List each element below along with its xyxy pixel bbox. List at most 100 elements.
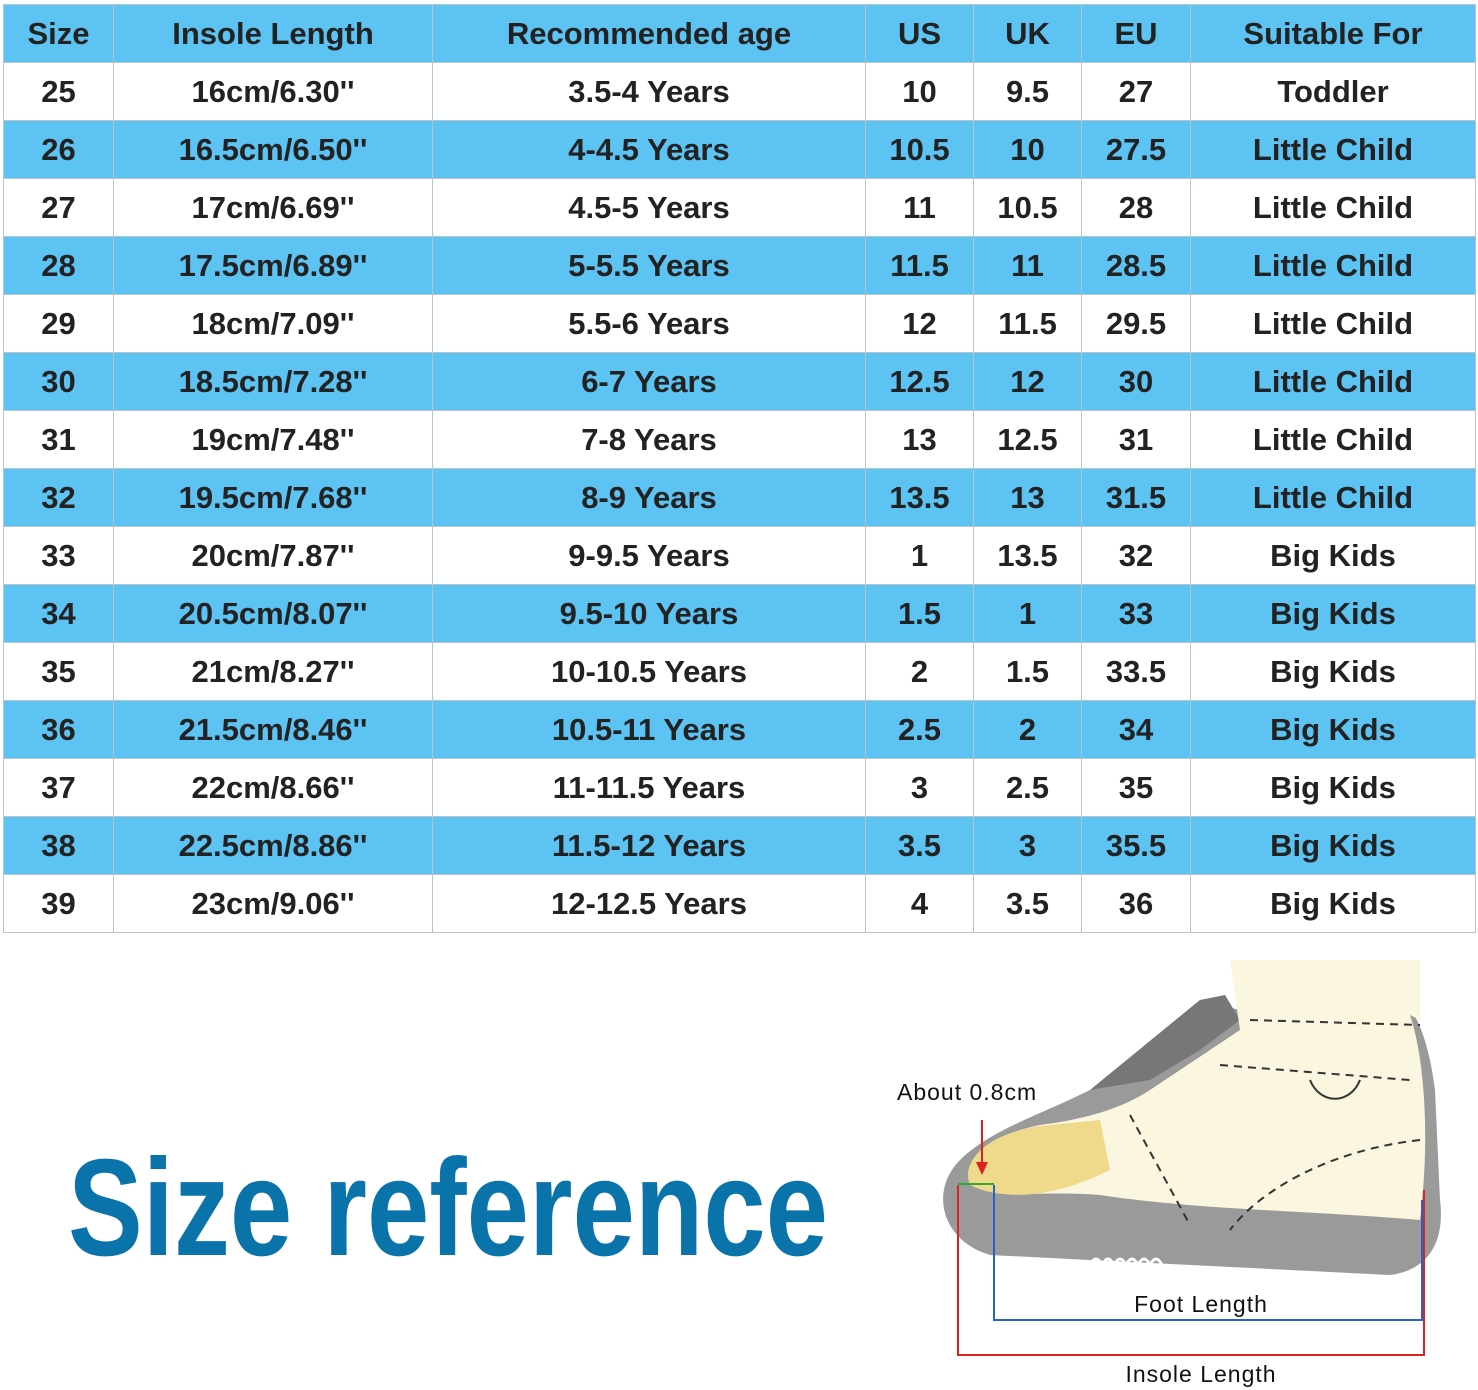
cell: 10-10.5 Years	[432, 642, 866, 701]
tread	[1088, 1257, 1164, 1269]
table-row: 28 17.5cm/6.89'' 5-5.5 Years 11.5 11 28.5 Litt…	[3, 236, 1476, 295]
cell: 1.5	[865, 584, 974, 643]
cell: 29.5	[1081, 294, 1191, 353]
dashed-lines	[1129, 1019, 1421, 1231]
insole-toe	[968, 1120, 1110, 1195]
cell: 2	[973, 700, 1082, 759]
cell: 33	[3, 526, 114, 585]
cell: 38	[3, 816, 114, 875]
table-row: 31 19cm/7.48'' 7-8 Years 13 12.5 31 Little Chi…	[3, 410, 1476, 469]
table-row: 33 20cm/7.87'' 9-9.5 Years 1 13.5 32 Big Kids	[3, 526, 1476, 585]
cell: 21cm/8.27''	[113, 642, 433, 701]
header-cell: Suitable For	[1190, 4, 1476, 63]
cell: 28	[1081, 178, 1191, 237]
cell: 35	[1081, 758, 1191, 817]
cell: 27	[1081, 62, 1191, 121]
insole-length-line	[957, 1185, 1425, 1356]
cell: Big Kids	[1190, 642, 1476, 701]
toe-gap-label: About 0.8cm	[897, 1079, 1037, 1105]
cell: Little Child	[1190, 352, 1476, 411]
cell: 6-7 Years	[432, 352, 866, 411]
cell: 32	[3, 468, 114, 527]
cell: 11.5	[973, 294, 1082, 353]
cell: 2.5	[865, 700, 974, 759]
cell: 16.5cm/6.50''	[113, 120, 433, 179]
table-row: 29 18cm/7.09'' 5.5-6 Years 12 11.5 29.5 Little…	[3, 294, 1476, 353]
cell: 13.5	[973, 526, 1082, 585]
cell: 12	[865, 294, 974, 353]
cell: 4-4.5 Years	[432, 120, 866, 179]
cell: 2.5	[973, 758, 1082, 817]
header-cell: US	[865, 4, 974, 63]
cell: Big Kids	[1190, 700, 1476, 759]
table-row: 32 19.5cm/7.68'' 8-9 Years 13.5 13 31.5 Little…	[3, 468, 1476, 527]
cell: 18.5cm/7.28''	[113, 352, 433, 411]
header-cell: EU	[1081, 4, 1191, 63]
title: Size reference	[68, 1131, 828, 1285]
cell: 10	[865, 62, 974, 121]
cell: 33.5	[1081, 642, 1191, 701]
foot-length-label: Foot Length	[1134, 1291, 1268, 1317]
cell: Little Child	[1190, 410, 1476, 469]
cell: 13	[865, 410, 974, 469]
cell: 28.5	[1081, 236, 1191, 295]
table-row: 37 22cm/8.66'' 11-11.5 Years 3 2.5 35 Big Kids	[3, 758, 1476, 817]
cell: 3	[973, 816, 1082, 875]
cell: 9.5	[973, 62, 1082, 121]
cell: 26	[3, 120, 114, 179]
cell: 12	[973, 352, 1082, 411]
shoe-strap	[1090, 995, 1240, 1090]
cell: Little Child	[1190, 120, 1476, 179]
cell: 1	[865, 526, 974, 585]
cell: 17cm/6.69''	[113, 178, 433, 237]
cell: 11.5-12 Years	[432, 816, 866, 875]
cell: 35.5	[1081, 816, 1191, 875]
cell: 12.5	[865, 352, 974, 411]
cell: 11	[973, 236, 1082, 295]
cell: Little Child	[1190, 178, 1476, 237]
cell: 13	[973, 468, 1082, 527]
cell: 27	[3, 178, 114, 237]
cell: 4.5-5 Years	[432, 178, 866, 237]
cell: 10.5	[973, 178, 1082, 237]
cell: 31	[1081, 410, 1191, 469]
cell: 3.5-4 Years	[432, 62, 866, 121]
cell: Big Kids	[1190, 816, 1476, 875]
cell: 5.5-6 Years	[432, 294, 866, 353]
foot-length-line	[993, 1185, 1423, 1321]
cell: 31.5	[1081, 468, 1191, 527]
cell: 11	[865, 178, 974, 237]
cell: 20.5cm/8.07''	[113, 584, 433, 643]
cell: 10.5-11 Years	[432, 700, 866, 759]
header-cell: UK	[973, 4, 1082, 63]
cell: 7-8 Years	[432, 410, 866, 469]
cell: 20cm/7.87''	[113, 526, 433, 585]
cell: 19cm/7.48''	[113, 410, 433, 469]
cell: 27.5	[1081, 120, 1191, 179]
cell: 12-12.5 Years	[432, 874, 866, 933]
cell: 22cm/8.66''	[113, 758, 433, 817]
cell: Toddler	[1190, 62, 1476, 121]
cell: Big Kids	[1190, 758, 1476, 817]
cell: 1	[973, 584, 1082, 643]
cell: 12.5	[973, 410, 1082, 469]
table-row: 34 20.5cm/8.07'' 9.5-10 Years 1.5 1 33 Big Kid…	[3, 584, 1476, 643]
cell: 34	[3, 584, 114, 643]
cell: 10.5	[865, 120, 974, 179]
cell: 35	[3, 642, 114, 701]
cell: 2	[865, 642, 974, 701]
cell: 19.5cm/7.68''	[113, 468, 433, 527]
table-row: 25 16cm/6.30'' 3.5-4 Years 10 9.5 27 Toddler	[3, 62, 1476, 121]
cell: Big Kids	[1190, 526, 1476, 585]
cell: 17.5cm/6.89''	[113, 236, 433, 295]
cell: 22.5cm/8.86''	[113, 816, 433, 875]
header-cell: Recommended age	[432, 4, 866, 63]
table-row: 26 16.5cm/6.50'' 4-4.5 Years 10.5 10 27.5 Litt…	[3, 120, 1476, 179]
header-cell: Insole Length	[113, 4, 433, 63]
cell: 1.5	[973, 642, 1082, 701]
cell: Little Child	[1190, 236, 1476, 295]
cell: 10	[973, 120, 1082, 179]
cell: 11.5	[865, 236, 974, 295]
header-cell: Size	[3, 4, 114, 63]
